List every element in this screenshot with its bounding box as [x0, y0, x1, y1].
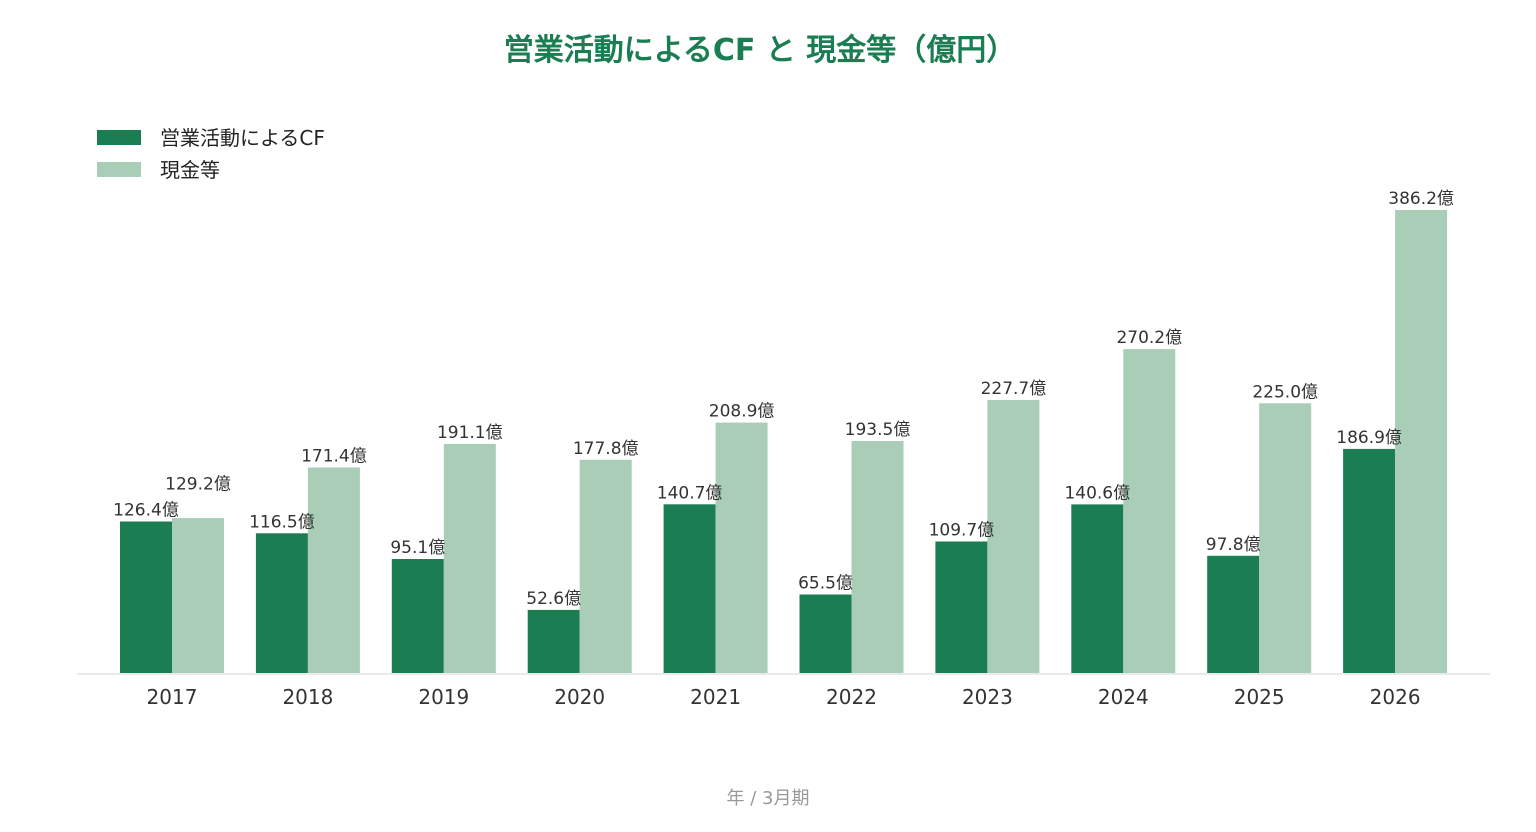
- chart-title: 営業活動によるCF と 現金等（億円）: [504, 33, 1017, 68]
- data-label-cash-2024: 270.2億: [1116, 328, 1182, 348]
- x-tick-2025: 2025: [1234, 685, 1285, 709]
- bar-operating-cf-2018: [255, 533, 308, 673]
- x-tick-2026: 2026: [1370, 685, 1421, 709]
- bar-operating-cf-2023: [935, 541, 988, 673]
- legend-swatch-cash: [97, 162, 141, 177]
- bar-cash-2025: [1259, 403, 1312, 673]
- bar-cash-2019: [443, 443, 496, 673]
- bar-operating-cf-2019: [391, 559, 444, 673]
- data-label-cash-2018: 171.4億: [301, 447, 367, 467]
- data-label-cash-2022: 193.5億: [845, 420, 911, 440]
- x-tick-2018: 2018: [282, 685, 333, 709]
- legend-label-operating-cf: 営業活動によるCF: [160, 126, 325, 150]
- x-tick-2019: 2019: [418, 685, 469, 709]
- data-label-operating-cf-2017: 126.4億: [113, 501, 179, 521]
- data-label-operating-cf-2025: 97.8億: [1206, 535, 1261, 555]
- x-axis-ticks: 2017 2018 2019 2020 2021 2022 2023 2024 2025 2026: [147, 685, 1421, 709]
- bar-operating-cf-2026: [1343, 448, 1396, 673]
- bar-cash-2022: [851, 441, 904, 673]
- x-tick-2022: 2022: [826, 685, 877, 709]
- bar-operating-cf-2025: [1207, 555, 1260, 673]
- legend: 営業活動によるCF 現金等: [97, 126, 325, 182]
- data-label-cash-2021: 208.9億: [709, 402, 775, 422]
- data-labels-group: 126.4億 129.2億 116.5億 171.4億 95.1億 191.1億 52.6億…: [113, 189, 1454, 609]
- data-label-operating-cf-2018: 116.5億: [249, 512, 315, 532]
- data-label-operating-cf-2022: 65.5億: [798, 574, 853, 594]
- bar-cash-2026: [1395, 210, 1448, 673]
- data-label-operating-cf-2019: 95.1億: [390, 538, 445, 558]
- bars-group: [120, 210, 1448, 673]
- bar-cash-2020: [579, 459, 632, 673]
- bar-operating-cf-2020: [527, 609, 580, 673]
- x-tick-2021: 2021: [690, 685, 741, 709]
- legend-swatch-operating-cf: [97, 130, 141, 145]
- data-label-cash-2025: 225.0億: [1252, 382, 1318, 402]
- bar-cash-2021: [715, 422, 768, 673]
- bar-operating-cf-2022: [799, 594, 852, 673]
- data-label-cash-2023: 227.7億: [981, 379, 1047, 399]
- data-label-cash-2019: 191.1億: [437, 423, 503, 443]
- data-label-cash-2020: 177.8億: [573, 439, 639, 459]
- bar-operating-cf-2021: [663, 504, 716, 673]
- x-tick-2024: 2024: [1098, 685, 1149, 709]
- data-label-operating-cf-2023: 109.7億: [929, 521, 995, 541]
- data-label-operating-cf-2021: 140.7億: [657, 483, 723, 503]
- bar-operating-cf-2024: [1071, 504, 1124, 673]
- bar-cash-2023: [987, 400, 1040, 673]
- data-label-operating-cf-2026: 186.9億: [1336, 428, 1402, 448]
- data-label-cash-2017: 129.2億: [165, 475, 231, 495]
- bar-cash-2024: [1123, 349, 1176, 673]
- x-axis-title: 年 / 3月期: [727, 788, 810, 809]
- bar-cash-2018: [307, 467, 360, 673]
- legend-label-cash: 現金等: [160, 158, 220, 182]
- x-tick-2020: 2020: [554, 685, 605, 709]
- x-tick-2017: 2017: [147, 685, 198, 709]
- bar-operating-cf-2017: [120, 521, 172, 673]
- x-tick-2023: 2023: [962, 685, 1013, 709]
- data-label-operating-cf-2024: 140.6億: [1064, 483, 1130, 503]
- data-label-operating-cf-2020: 52.6億: [526, 589, 581, 609]
- data-label-cash-2026: 386.2億: [1388, 189, 1454, 209]
- bar-cash-2017: [172, 518, 224, 673]
